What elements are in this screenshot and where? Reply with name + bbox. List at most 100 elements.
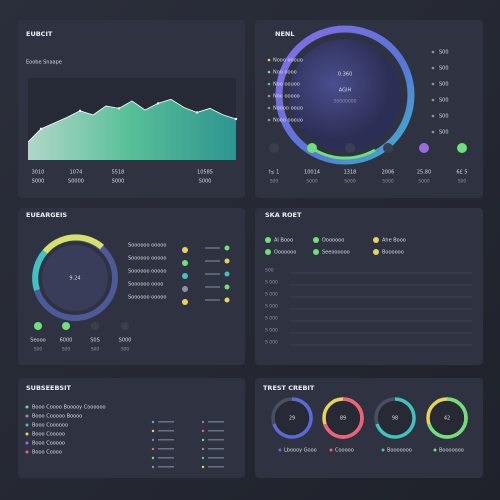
chip-label: Ooooooo	[274, 250, 296, 256]
ring-label: Booooooo	[387, 448, 412, 454]
icon	[201, 420, 205, 424]
icon	[313, 249, 319, 255]
ring-label: Cooooo	[335, 448, 354, 454]
panel-title: SKA ROET	[265, 211, 302, 219]
icon	[373, 249, 379, 255]
icon	[25, 432, 29, 436]
icon	[224, 258, 230, 264]
icon	[373, 237, 379, 243]
ring-value: 29	[289, 416, 295, 422]
row-label: S00	[265, 268, 274, 274]
icon	[431, 114, 435, 118]
icon	[431, 130, 435, 134]
stat-label: S000	[112, 179, 125, 185]
panel-title: NENL	[275, 30, 294, 38]
icon	[151, 438, 155, 442]
row-label: S 000	[265, 340, 278, 346]
list-item: S00	[439, 98, 449, 104]
trend-line	[27, 98, 237, 143]
list-item: Noooo oouo	[273, 106, 303, 112]
icon	[182, 273, 188, 279]
list-item: S00	[439, 50, 449, 56]
ring-arc	[323, 397, 364, 439]
legend-bar	[205, 299, 220, 301]
stat-label: S0000	[68, 179, 84, 185]
row-label: S 000	[265, 328, 278, 334]
icon	[265, 237, 271, 243]
icon	[313, 237, 319, 243]
point	[78, 109, 82, 113]
ring-value: 89	[340, 416, 346, 422]
legend-item: Soooooo ooooo	[128, 269, 166, 275]
point	[39, 127, 43, 131]
panel	[255, 208, 483, 365]
icon	[267, 106, 271, 110]
stat-value: S000	[119, 338, 132, 344]
icon	[62, 322, 70, 330]
icon	[201, 429, 205, 433]
panel-title: TREST CREBIT	[263, 384, 315, 392]
legend-bar	[205, 247, 220, 249]
donut-segment	[42, 234, 104, 254]
icon	[25, 423, 29, 427]
list-item: Booo Cooooo	[32, 441, 65, 447]
icon	[25, 441, 29, 445]
stat-label: S00	[34, 347, 43, 353]
icon	[267, 118, 271, 122]
legend-bar	[205, 273, 220, 275]
legend-item: Soooooo ooooo	[128, 243, 166, 249]
point	[195, 111, 199, 114]
row-label: S 000	[265, 280, 278, 286]
icon	[25, 414, 29, 418]
ring-arc	[427, 397, 468, 439]
ring-label: Lboooy Gooo	[284, 448, 317, 454]
chip-label: Boooooo	[382, 250, 404, 256]
stat-value: 1074	[70, 170, 83, 176]
icon	[201, 465, 205, 469]
icon	[151, 429, 155, 433]
list-item: Booo Cooooo	[32, 432, 65, 438]
bar	[158, 421, 174, 423]
gauge-ring	[275, 25, 415, 165]
icon	[182, 247, 188, 253]
stat-value: 3010	[32, 170, 45, 176]
icon	[182, 260, 188, 266]
stat-label: S000	[306, 179, 318, 185]
stat-label: S00	[270, 179, 279, 185]
icon	[267, 94, 271, 98]
legend-item: Soooooo oooo	[128, 282, 163, 288]
stat-value: S0S	[90, 338, 100, 344]
icon	[201, 456, 205, 460]
chip-label: Seeoooooo	[322, 250, 350, 256]
icon	[201, 447, 205, 451]
gauge-core	[289, 39, 401, 151]
gauge-caption: S0000000	[334, 99, 357, 105]
list-item: Noo oooo	[273, 70, 297, 76]
bar	[208, 448, 224, 450]
icon	[34, 322, 42, 330]
list-item: Nooo ooouo	[273, 58, 303, 64]
gauge-value: 0.360	[338, 72, 352, 78]
icon	[151, 465, 155, 469]
list-item: Nooo ooouo	[273, 118, 303, 124]
legend-bar	[205, 286, 220, 288]
list-item: Booo Coooo Booooy Coooooo	[32, 405, 106, 411]
bar	[158, 439, 174, 441]
icon	[419, 143, 429, 153]
list-item: Noo ooooo	[273, 94, 300, 100]
panel-title: SUBSEEBSIT	[26, 384, 72, 392]
ring-arc	[272, 397, 313, 439]
icon	[269, 143, 279, 153]
icon	[431, 82, 435, 86]
list-item: Booo Cooooo Boooo	[32, 414, 82, 420]
stat-value: Seooo	[30, 338, 45, 344]
stat-label: S000	[344, 179, 356, 185]
icon	[121, 322, 129, 330]
icon	[182, 286, 188, 292]
icon	[151, 420, 155, 424]
stat-label: S00	[121, 347, 130, 353]
donut-core	[42, 245, 108, 311]
icon	[381, 448, 385, 452]
row-label: S 000	[265, 304, 278, 310]
